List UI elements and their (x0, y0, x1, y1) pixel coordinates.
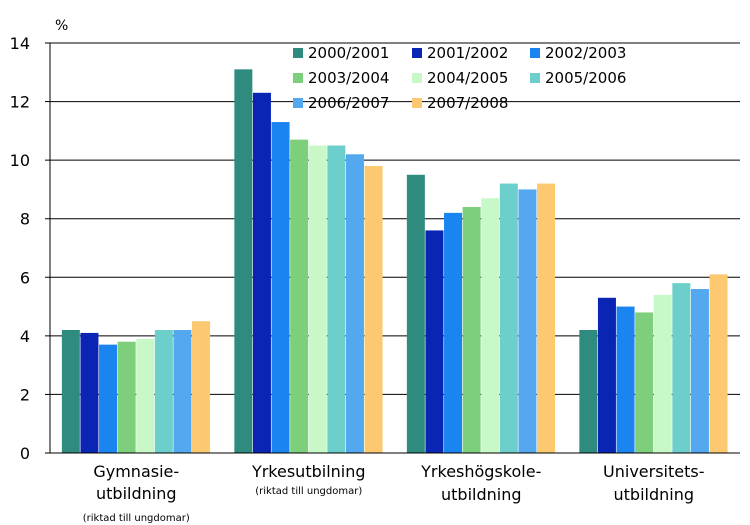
bar (192, 321, 211, 453)
bar (672, 283, 691, 453)
axes (45, 42, 740, 454)
legend-entry: 2000/2001 (308, 44, 389, 62)
legend-swatch (293, 98, 303, 108)
bar (234, 69, 253, 454)
bar (462, 207, 481, 453)
legend-swatch (412, 73, 422, 83)
bar (136, 338, 155, 453)
legend-swatch (412, 98, 422, 108)
bar (173, 330, 192, 453)
category-note: (riktad till ungdomar) (255, 486, 362, 497)
bar (99, 344, 118, 453)
bar (579, 330, 598, 453)
legend: 2000/2001 2001/2002 2002/2003 2003/2004 2004… (293, 44, 626, 112)
bar (252, 92, 271, 453)
legend-entry: 2005/2006 (545, 69, 626, 87)
legend-entry: 2002/2003 (545, 44, 626, 62)
legend-entry: 2004/2005 (427, 69, 508, 87)
y-tick-label: 12 (10, 93, 30, 112)
bar (117, 341, 136, 453)
category-labels: Gymnasie-utbildning (riktad till ungdomar… (83, 462, 705, 524)
bar (406, 174, 425, 454)
bar (481, 198, 500, 453)
bar (345, 154, 364, 454)
bar (80, 332, 99, 453)
category-label: utbildning (614, 485, 695, 504)
y-tick-label: 4 (20, 327, 30, 346)
y-tick-label: 10 (10, 151, 30, 170)
legend-swatch (293, 48, 303, 58)
category-note: (riktad till ungdomar) (83, 513, 190, 524)
bar (499, 183, 518, 453)
y-tick-label: 6 (20, 268, 30, 287)
category-label: Yrkesutbilning (251, 462, 366, 481)
legend-swatch (530, 73, 540, 83)
y-tick-label: 0 (20, 444, 30, 463)
category-label: utbildning (441, 485, 522, 504)
bars (61, 69, 728, 454)
bar (308, 145, 327, 453)
category-label: Universitets- (603, 462, 704, 481)
bar (290, 139, 309, 453)
y-tick-label: 14 (10, 34, 30, 53)
category-label: utbildning (96, 484, 177, 503)
bar (271, 122, 290, 453)
legend-entry: 2006/2007 (308, 94, 389, 112)
legend-entry: 2003/2004 (308, 69, 389, 87)
legend-entry: 2001/2002 (427, 44, 508, 62)
y-axis-unit-label: % (55, 18, 68, 34)
bar (653, 294, 672, 453)
bar (61, 330, 80, 453)
bar (616, 306, 635, 453)
category-label: Gymnasie- (93, 462, 179, 481)
bar (425, 230, 444, 453)
y-tick-label: 8 (20, 210, 30, 229)
legend-swatch (412, 48, 422, 58)
legend-entry: 2007/2008 (427, 94, 508, 112)
category-label: Yrkeshögskole- (420, 462, 541, 481)
bar (444, 212, 463, 453)
bar (537, 183, 556, 453)
y-tick-labels: 0 2 4 6 8 10 12 14 (10, 34, 30, 463)
bar (690, 289, 709, 453)
bar (597, 297, 616, 453)
y-tick-label: 2 (20, 385, 30, 404)
legend-swatch (530, 48, 540, 58)
bar (364, 166, 383, 453)
bar (635, 312, 654, 453)
legend-swatch (293, 73, 303, 83)
bar (709, 274, 728, 453)
bar (327, 145, 346, 453)
bar (518, 189, 537, 453)
bar (154, 330, 173, 453)
